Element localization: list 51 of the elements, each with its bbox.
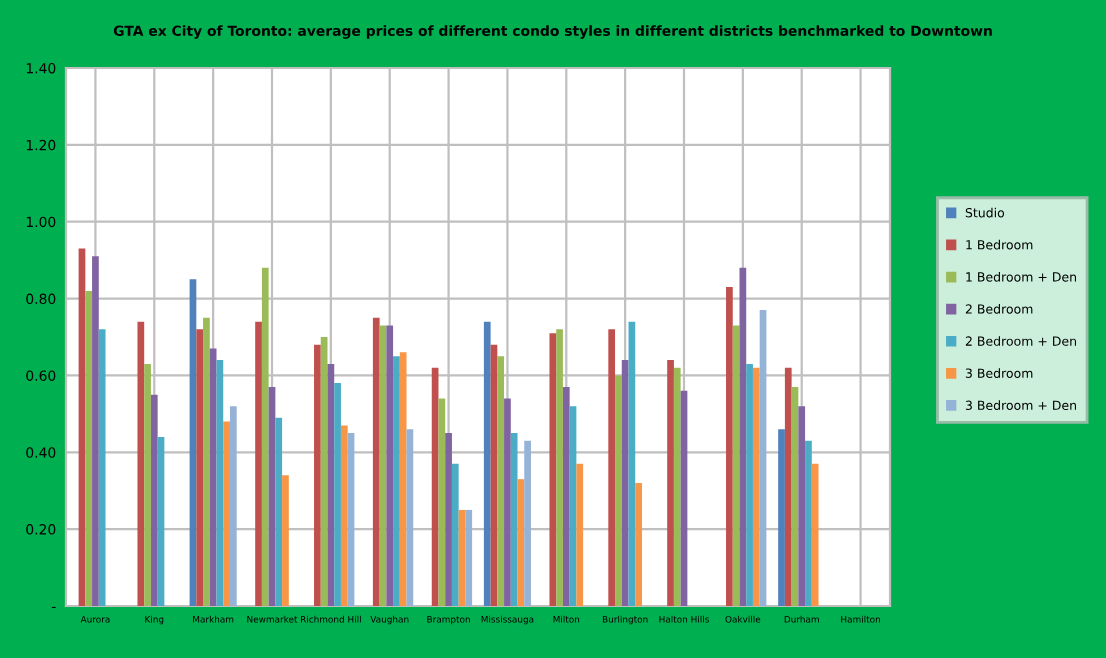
bar (673, 367, 681, 606)
bar (196, 329, 204, 606)
bar (621, 360, 629, 606)
bar (739, 267, 747, 606)
bar (811, 463, 819, 606)
bar (778, 429, 785, 606)
bar (576, 463, 584, 606)
bar (746, 363, 753, 606)
bar (726, 287, 733, 606)
bar (465, 509, 473, 606)
bar (372, 317, 380, 606)
bar (98, 329, 106, 606)
bar (92, 256, 99, 606)
bar (549, 333, 557, 606)
bar (445, 433, 452, 606)
bar (562, 386, 570, 606)
bar (229, 406, 237, 606)
bar (314, 344, 321, 606)
bar (438, 398, 446, 606)
bar (150, 394, 158, 606)
bar (85, 290, 93, 606)
bar (261, 267, 269, 606)
bar (635, 483, 642, 606)
bar (386, 325, 394, 606)
bar (510, 433, 518, 606)
bar (798, 406, 806, 606)
bar (483, 321, 491, 606)
bar (497, 356, 505, 606)
bar (144, 363, 151, 606)
bar (203, 317, 210, 606)
bar (608, 329, 616, 606)
bar (752, 367, 760, 606)
bar (255, 321, 262, 606)
bar (504, 398, 511, 606)
bar (393, 356, 400, 606)
bar (209, 348, 217, 606)
bar (615, 375, 622, 606)
bar (805, 440, 812, 606)
bar (399, 352, 407, 606)
bar (667, 360, 674, 606)
bar (340, 425, 348, 606)
bar (334, 383, 341, 606)
bar (223, 421, 230, 606)
bar (784, 367, 792, 606)
bar (137, 321, 145, 606)
bar (556, 329, 563, 606)
bar (451, 463, 459, 606)
bar (524, 440, 531, 606)
bar (282, 475, 289, 606)
bar (275, 417, 283, 606)
bar (327, 363, 335, 606)
